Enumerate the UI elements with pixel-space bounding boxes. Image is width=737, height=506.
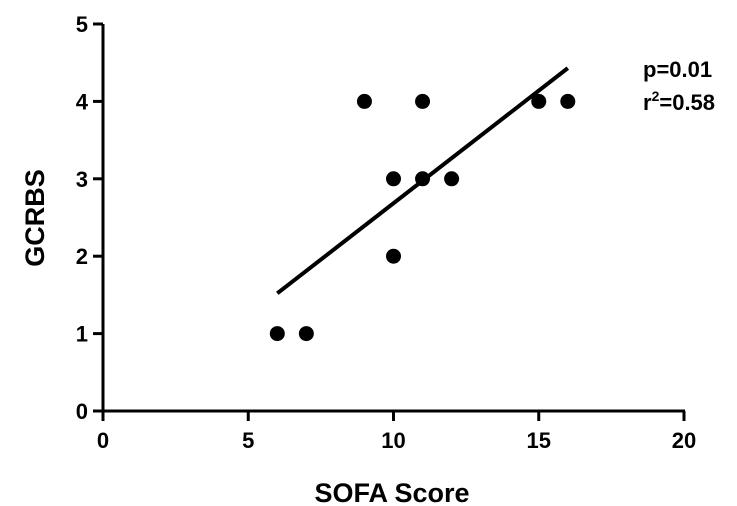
r-squared-value: =0.58 <box>659 90 715 115</box>
data-point-9 <box>560 93 576 109</box>
data-point-1 <box>298 326 314 342</box>
y-tick-label-5: 5 <box>76 12 88 37</box>
y-axis-title: GCRBS <box>20 169 50 267</box>
data-point-3 <box>386 171 401 187</box>
axes <box>101 24 685 413</box>
y-tick-label-0: 0 <box>76 399 88 424</box>
data-points <box>269 93 576 342</box>
r-squared-prefix: r <box>643 90 652 115</box>
y-tick-label-4: 4 <box>76 89 89 114</box>
data-point-0 <box>269 326 285 342</box>
x-tick-label-3: 15 <box>527 428 551 453</box>
x-tick-label-4: 20 <box>672 428 696 453</box>
x-tick-label-0: 0 <box>97 428 109 453</box>
data-point-5 <box>415 93 431 109</box>
r-squared-superscript: 2 <box>652 88 660 104</box>
data-point-4 <box>386 248 401 264</box>
y-tick-label-1: 1 <box>76 322 88 347</box>
x-tick-label-1: 5 <box>242 428 254 453</box>
data-point-6 <box>415 171 431 187</box>
data-point-7 <box>444 171 460 187</box>
x-axis-ticks: 0 5 10 15 20 <box>97 411 696 453</box>
x-axis-title: SOFA Score <box>314 478 469 506</box>
p-value-annotation: p=0.01 <box>643 57 712 82</box>
data-point-8 <box>531 93 547 109</box>
r-squared-annotation: r2=0.58 <box>643 88 715 115</box>
y-axis-ticks: 0 1 2 3 4 5 <box>76 12 103 424</box>
x-tick-label-2: 10 <box>381 428 405 453</box>
y-tick-label-2: 2 <box>76 244 88 269</box>
y-tick-label-3: 3 <box>76 167 88 192</box>
data-point-2 <box>356 93 372 109</box>
